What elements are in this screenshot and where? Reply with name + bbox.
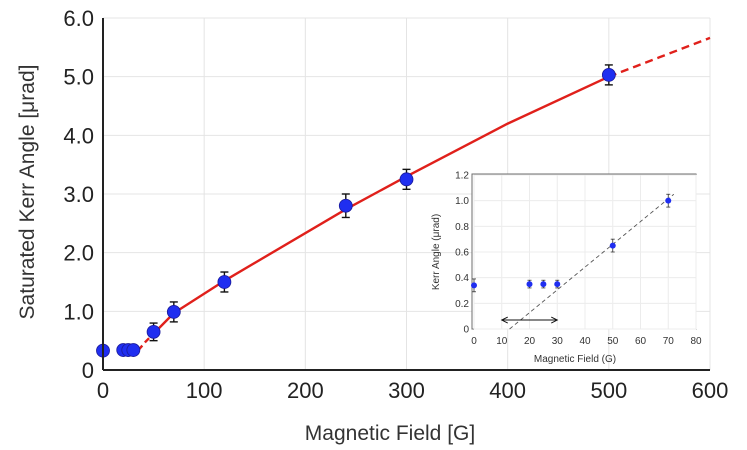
y-tick-label: 3.0 <box>63 182 94 207</box>
inset-x-tick-label: 40 <box>579 336 591 347</box>
x-axis-label: Magnetic Field [G] <box>305 422 475 445</box>
inset-y-tick-label: 0 <box>463 325 469 336</box>
y-axis-label: Saturated Kerr Angle [μrad] <box>16 65 39 320</box>
inset-y-tick-label: 1.2 <box>455 171 469 182</box>
inset-fit-line <box>509 193 675 330</box>
inset-x-tick-label: 0 <box>471 336 477 347</box>
data-point <box>166 305 181 319</box>
main-y-ticks: 0 1.0 2.0 3.0 4.0 5.0 6.0 <box>63 6 94 383</box>
main-data-points <box>96 64 616 358</box>
x-tick-label: 600 <box>692 378 729 403</box>
inset-data-point <box>471 282 477 289</box>
inset-fit-line-dashed <box>509 193 675 330</box>
inset-x-ticks: 0 10 20 30 40 50 60 70 80 <box>471 336 702 347</box>
inset-y-ticks: 0 0.2 0.4 0.6 0.8 1.0 1.2 <box>455 171 469 336</box>
main-axes <box>102 18 710 371</box>
inset-data-point <box>554 281 561 288</box>
inset-chart: 0 10 20 30 40 50 60 70 80 0 0.2 0.4 0.6 0.8 1.0 1.2 Ma… <box>431 171 702 366</box>
inset-x-axis-label: Magnetic Field (G) <box>534 354 616 365</box>
data-point <box>399 172 414 187</box>
x-tick-label: 200 <box>287 378 324 403</box>
inset-y-tick-label: 0.6 <box>455 248 469 259</box>
inset-x-tick-label: 60 <box>635 336 647 347</box>
inset-x-tick-label: 50 <box>607 336 619 347</box>
inset-y-axis-label: Kerr Angle (μrad) <box>431 214 442 290</box>
inset-arrow-head-right <box>551 316 559 324</box>
inset-y-tick-label: 0.8 <box>455 222 469 233</box>
data-point <box>146 324 161 339</box>
x-tick-label: 400 <box>489 378 526 403</box>
data-point <box>338 198 353 213</box>
inset-data-points <box>471 193 672 293</box>
fit-curve-dashed-low <box>137 332 155 351</box>
inset-data-point <box>540 281 547 288</box>
inset-x-tick-label: 30 <box>552 336 564 347</box>
inset-x-tick-label: 80 <box>690 336 702 347</box>
inset-x-tick-label: 10 <box>496 336 508 347</box>
inset-arrow-head-left <box>500 316 508 324</box>
x-tick-label: 0 <box>97 378 109 403</box>
x-tick-label: 500 <box>590 378 627 403</box>
data-point <box>601 68 616 82</box>
y-tick-label: 0 <box>82 358 94 383</box>
y-tick-label: 1.0 <box>63 299 94 324</box>
y-tick-label: 2.0 <box>63 241 94 266</box>
inset-data-point <box>609 242 616 249</box>
x-tick-label: 100 <box>186 378 223 403</box>
inset-data-point <box>665 197 672 204</box>
y-tick-label: 5.0 <box>63 65 94 90</box>
inset-data-point <box>526 281 533 288</box>
data-point <box>126 343 141 357</box>
inset-x-tick-label: 70 <box>663 336 675 347</box>
inset-grid <box>473 174 697 330</box>
main-x-ticks: 0 100 200 300 400 500 600 <box>97 378 728 403</box>
inset-x-tick-label: 20 <box>524 336 536 347</box>
inset-range-arrow <box>500 316 559 324</box>
y-tick-label: 4.0 <box>63 123 94 148</box>
inset-y-tick-label: 0.4 <box>455 273 469 284</box>
x-tick-label: 300 <box>388 378 425 403</box>
fit-curve-dashed-high <box>608 36 711 78</box>
inset-y-tick-label: 0.2 <box>455 299 469 310</box>
data-point <box>217 275 232 289</box>
inset-y-tick-label: 1.0 <box>455 196 469 207</box>
y-tick-label: 6.0 <box>63 6 94 31</box>
